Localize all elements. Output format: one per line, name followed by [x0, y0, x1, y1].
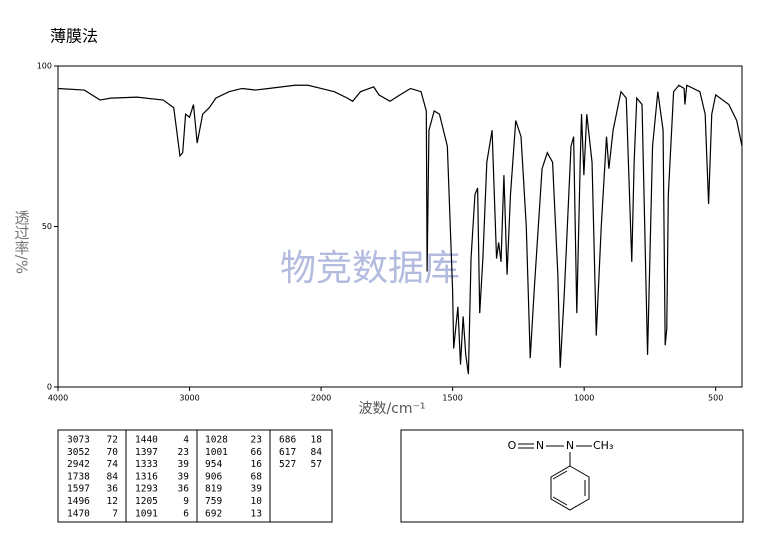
- x-axis-label: 波数/cm⁻¹: [358, 401, 425, 417]
- peak-transmittance: 4: [183, 435, 189, 446]
- y-tick-label: 50: [42, 222, 52, 231]
- peak-wavenumber: 692: [205, 508, 222, 519]
- peak-wavenumber: 1738: [67, 471, 90, 482]
- peak-transmittance: 23: [178, 447, 189, 458]
- atom: N: [566, 439, 574, 452]
- peak-transmittance: 39: [178, 459, 190, 470]
- peak-transmittance: 23: [251, 435, 262, 446]
- peak-wavenumber: 1470: [67, 508, 90, 519]
- peak-wavenumber: 1440: [135, 435, 158, 446]
- peak-transmittance: 7: [112, 508, 118, 519]
- peak-transmittance: 84: [311, 447, 323, 458]
- atom: CH₃: [593, 439, 613, 452]
- y-tick-label: 100: [37, 62, 52, 71]
- peak-transmittance: 16: [251, 459, 263, 470]
- y-tick-label: 0: [47, 383, 52, 392]
- peak-wavenumber: 3052: [67, 447, 90, 458]
- watermark: 物竞数据库: [280, 248, 460, 289]
- atom: N: [536, 439, 544, 452]
- peak-wavenumber: 2942: [67, 459, 90, 470]
- plot-frame: [57, 65, 743, 388]
- peak-transmittance: 10: [251, 496, 263, 507]
- bonds: [518, 443, 592, 511]
- peak-transmittance: 74: [107, 459, 119, 470]
- peak-transmittance: 39: [178, 471, 190, 482]
- peak-wavenumber: 3073: [67, 435, 90, 446]
- spectrum-line: [57, 84, 743, 375]
- peak-wavenumber: 617: [279, 447, 296, 458]
- x-tick-label: 1500: [442, 394, 462, 403]
- peak-transmittance: 57: [311, 459, 322, 470]
- peak-transmittance: 66: [251, 447, 263, 458]
- atom: O: [508, 439, 517, 452]
- peak-wavenumber: 1001: [205, 447, 228, 458]
- peak-wavenumber: 906: [205, 471, 222, 482]
- peak-transmittance: 12: [107, 496, 118, 507]
- peak-wavenumber: 1496: [67, 496, 90, 507]
- peak-wavenumber: 1597: [67, 484, 90, 495]
- peak-transmittance: 84: [107, 471, 119, 482]
- peak-wavenumber: 1316: [135, 471, 158, 482]
- peak-wavenumber: 759: [205, 496, 222, 507]
- peak-transmittance: 39: [251, 484, 263, 495]
- peak-transmittance: 72: [107, 435, 118, 446]
- x-tick-label: 1000: [574, 394, 594, 403]
- peak-wavenumber: 1091: [135, 508, 158, 519]
- peak-wavenumber: 686: [279, 435, 296, 446]
- structure: O N N CH₃: [508, 439, 613, 511]
- peak-transmittance: 9: [183, 496, 189, 507]
- peak-wavenumber: 1293: [135, 484, 158, 495]
- peak-table: [57, 429, 333, 523]
- peak-transmittance: 36: [178, 484, 190, 495]
- peak-transmittance: 13: [251, 508, 262, 519]
- x-tick-label: 2000: [311, 394, 331, 403]
- peak-wavenumber: 1333: [135, 459, 158, 470]
- peak-wavenumber: 1205: [135, 496, 158, 507]
- peak-wavenumber: 954: [205, 459, 222, 470]
- peak-transmittance: 36: [107, 484, 119, 495]
- peak-wavenumber: 1028: [205, 435, 228, 446]
- y-axis-label: 透过率/%: [13, 210, 31, 274]
- peak-transmittance: 70: [107, 447, 119, 458]
- peak-transmittance: 6: [183, 508, 189, 519]
- peak-transmittance: 18: [311, 435, 323, 446]
- peak-wavenumber: 1397: [135, 447, 158, 458]
- x-tick-label: 4000: [48, 394, 68, 403]
- peak-wavenumber: 527: [279, 459, 296, 470]
- x-tick-label: 3000: [179, 394, 199, 403]
- structure-box: [400, 429, 744, 523]
- peak-transmittance: 68: [251, 471, 263, 482]
- x-tick-label: 500: [708, 394, 723, 403]
- chart-title: 薄膜法: [50, 27, 98, 46]
- peak-wavenumber: 819: [205, 484, 222, 495]
